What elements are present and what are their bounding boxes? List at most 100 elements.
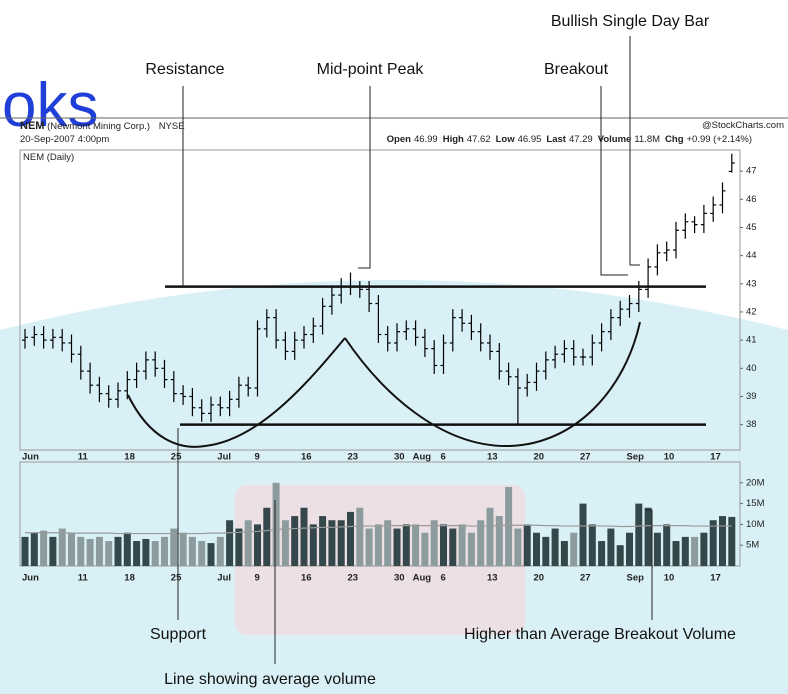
leader <box>645 509 653 620</box>
x-tick-label: 16 <box>301 452 312 463</box>
volume-bar <box>700 532 708 566</box>
y-tick-label: 38 <box>746 419 757 430</box>
x-tick-label: 16 <box>301 573 312 584</box>
volume-bar <box>579 503 587 566</box>
volume-bar <box>681 536 689 566</box>
volume-bar <box>272 482 280 566</box>
volume-bar <box>523 524 531 566</box>
quote-label: Open <box>387 134 411 145</box>
volume-bar <box>105 541 113 566</box>
volume-bar <box>644 507 652 566</box>
volume-bar <box>412 524 420 566</box>
volume-bar <box>337 520 345 566</box>
annotation: Resistance <box>145 61 224 78</box>
company: (Newmont Mining Corp.) <box>47 121 150 132</box>
cup-right <box>344 321 641 448</box>
quote-label: Volume <box>598 134 632 145</box>
quote-value: 11.8M <box>634 134 660 145</box>
x-tick-label: 23 <box>348 573 359 584</box>
quote: Open 46.99 High 47.62 Low 46.95 Last 47.29 Volum… <box>387 134 752 145</box>
x-tick-label: 13 <box>487 452 498 463</box>
watermark-text: oks <box>2 71 98 140</box>
quote-value: +0.99 (+2.14%) <box>687 134 753 145</box>
x-tick-label: Aug <box>413 452 432 463</box>
volume-bar <box>328 520 336 566</box>
volume-bar <box>635 503 643 566</box>
x-tick-label: 18 <box>124 573 135 584</box>
x-tick-label: 25 <box>171 452 182 463</box>
volume-bar <box>133 541 141 566</box>
volume-bar <box>319 516 327 566</box>
leader <box>629 36 640 266</box>
volume-bar <box>58 528 66 566</box>
volume-bar <box>151 541 159 566</box>
x-tick-label: 23 <box>348 452 359 463</box>
header-title: NEM (Newmont Mining Corp.) NYSE <box>20 120 185 132</box>
volume-bar <box>477 520 485 566</box>
volume-bar <box>533 532 540 566</box>
x-tick-label: Sep <box>627 573 645 584</box>
volume-bar <box>458 524 466 566</box>
volume-bar <box>68 532 75 566</box>
volume-bar <box>570 532 578 566</box>
volume-bar <box>560 541 568 566</box>
volume-bar <box>728 516 736 566</box>
x-tick-label: 9 <box>255 573 260 584</box>
volume-bar <box>514 528 522 566</box>
volume-bar <box>170 528 178 566</box>
volume-bar <box>440 524 447 566</box>
annotation: Higher than Average Breakout Volume <box>464 626 736 643</box>
x-tick-label: 9 <box>255 452 260 463</box>
volume-bar <box>709 520 717 566</box>
x-tick-label: 13 <box>487 573 498 584</box>
y-tick-label: 44 <box>746 250 757 261</box>
x-tick-label: 18 <box>124 452 135 463</box>
volume-bar <box>356 507 364 566</box>
quote-value: 46.99 <box>414 134 438 145</box>
y-tick-label: 47 <box>746 166 757 177</box>
y-tick-label: 46 <box>746 194 757 205</box>
volume-bar <box>653 532 661 566</box>
volume-bar <box>188 536 196 566</box>
annotation: Line showing average volume <box>164 671 376 688</box>
volume-bar <box>551 528 559 566</box>
panel-label: NEM (Daily) <box>23 152 74 163</box>
y-tick-label: 41 <box>746 335 757 346</box>
x-tick-label: Aug <box>413 573 432 584</box>
volume-bar <box>365 528 373 566</box>
x-tick-label: Jun <box>22 452 39 463</box>
volume-bar <box>49 536 57 566</box>
volume-bar <box>607 528 615 566</box>
annotation: Support <box>150 626 207 643</box>
y-tick-label: 40 <box>746 363 757 374</box>
volume-bar <box>505 486 513 566</box>
x-tick-label: Jun <box>22 573 39 584</box>
volume-bar <box>347 511 354 566</box>
quote-value: 47.62 <box>467 134 491 145</box>
volume-bar <box>449 528 457 566</box>
quote-label: Low <box>496 134 516 145</box>
leader <box>358 86 371 269</box>
y-tick-label: 15M <box>746 498 765 509</box>
volume-bar <box>123 532 131 566</box>
average-volume-line <box>25 524 732 535</box>
y-tick-label: 20M <box>746 477 765 488</box>
volume-bar <box>309 524 317 566</box>
volume-bar <box>263 507 271 566</box>
volume-bar <box>77 536 85 566</box>
volume-bar <box>142 538 150 566</box>
volume-bar <box>291 516 299 566</box>
volume-bar <box>542 536 550 566</box>
x-tick-label: 6 <box>441 452 446 463</box>
volume-bar <box>691 536 699 566</box>
volume-bar <box>672 541 680 566</box>
x-tick-label: 11 <box>78 452 89 463</box>
volume-bar <box>21 536 29 566</box>
header-date: 20-Sep-2007 4:00pm <box>20 134 109 145</box>
volume-bar <box>467 532 475 566</box>
volume-bar <box>179 532 187 566</box>
quote-value: 46.95 <box>518 134 542 145</box>
y-tick-label: 5M <box>746 540 759 551</box>
y-tick-label: 42 <box>746 306 757 317</box>
annotation: Mid-point Peak <box>317 61 425 78</box>
